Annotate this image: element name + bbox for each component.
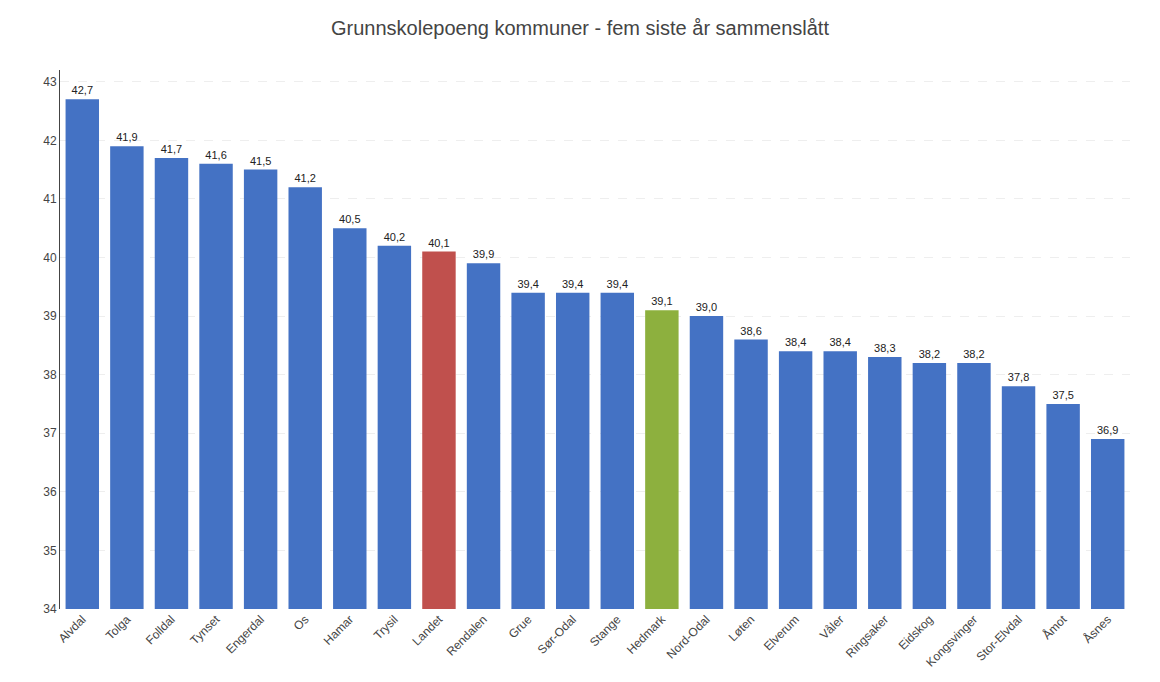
svg-text:Eidskog: Eidskog	[896, 612, 936, 652]
svg-text:Stange: Stange	[587, 612, 624, 649]
svg-text:Nord-Odal: Nord-Odal	[664, 612, 713, 661]
svg-text:37,5: 37,5	[1052, 389, 1073, 401]
svg-text:38,6: 38,6	[740, 325, 761, 337]
svg-text:Folldal: Folldal	[143, 612, 178, 647]
svg-text:Åsnes: Åsnes	[1080, 612, 1114, 646]
svg-text:40,1: 40,1	[428, 237, 449, 249]
svg-text:34: 34	[43, 602, 57, 616]
svg-text:Hamar: Hamar	[321, 612, 356, 647]
svg-text:43: 43	[43, 75, 57, 89]
svg-text:40: 40	[43, 251, 57, 265]
svg-text:38,3: 38,3	[874, 342, 895, 354]
svg-text:37,8: 37,8	[1008, 371, 1029, 383]
svg-text:35: 35	[43, 544, 57, 558]
svg-text:Stor-Elvdal: Stor-Elvdal	[974, 612, 1025, 663]
svg-text:Hedmark: Hedmark	[624, 612, 669, 657]
svg-text:36,9: 36,9	[1097, 424, 1118, 436]
svg-text:38,2: 38,2	[919, 348, 940, 360]
svg-text:38: 38	[43, 368, 57, 382]
svg-text:39,4: 39,4	[607, 278, 628, 290]
svg-text:Os: Os	[291, 612, 312, 633]
svg-text:41,9: 41,9	[116, 131, 137, 143]
svg-text:36: 36	[43, 485, 57, 499]
svg-text:38,2: 38,2	[963, 348, 984, 360]
svg-text:42: 42	[43, 134, 57, 148]
svg-text:Våler: Våler	[817, 612, 847, 642]
svg-text:Grue: Grue	[506, 612, 535, 641]
svg-text:42,7: 42,7	[72, 84, 93, 96]
svg-text:41: 41	[43, 192, 57, 206]
svg-text:Tolga: Tolga	[103, 612, 133, 642]
svg-text:39,1: 39,1	[651, 295, 672, 307]
svg-text:Trysil: Trysil	[371, 612, 401, 642]
svg-text:39,0: 39,0	[696, 301, 717, 313]
svg-text:Elverum: Elverum	[761, 612, 802, 653]
svg-text:37: 37	[43, 426, 57, 440]
svg-text:41,7: 41,7	[161, 143, 182, 155]
svg-text:39,4: 39,4	[562, 278, 583, 290]
svg-text:41,6: 41,6	[205, 149, 226, 161]
svg-text:Kongsvinger: Kongsvinger	[923, 612, 980, 669]
svg-text:41,2: 41,2	[294, 172, 315, 184]
svg-text:40,2: 40,2	[384, 231, 405, 243]
svg-text:Tynset: Tynset	[188, 612, 223, 647]
svg-text:Ringsaker: Ringsaker	[843, 612, 891, 660]
svg-text:Løten: Løten	[726, 612, 758, 644]
svg-text:Sør-Odal: Sør-Odal	[535, 612, 579, 656]
svg-text:38,4: 38,4	[785, 336, 806, 348]
svg-text:Engerdal: Engerdal	[223, 612, 267, 656]
svg-text:41,5: 41,5	[250, 155, 271, 167]
svg-text:39,9: 39,9	[473, 248, 494, 260]
svg-text:39,4: 39,4	[517, 278, 538, 290]
svg-text:Grunnskolepoeng kommuner - fem: Grunnskolepoeng kommuner - fem siste år …	[331, 17, 829, 39]
svg-text:38,4: 38,4	[829, 336, 850, 348]
svg-text:Alvdal: Alvdal	[56, 612, 89, 645]
svg-text:Rendalen: Rendalen	[444, 612, 490, 658]
svg-text:Landet: Landet	[409, 612, 445, 648]
svg-text:39: 39	[43, 309, 57, 323]
svg-text:Åmot: Åmot	[1039, 611, 1070, 642]
svg-text:40,5: 40,5	[339, 213, 360, 225]
